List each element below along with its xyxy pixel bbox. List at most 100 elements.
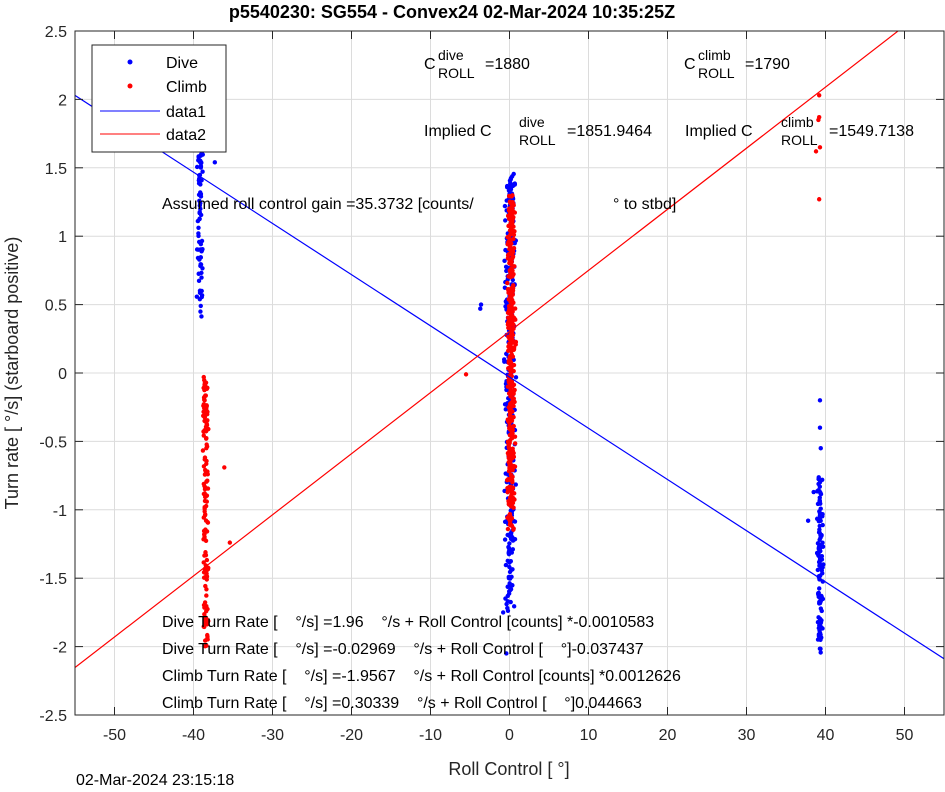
climb-point [512, 264, 516, 268]
dive-point [199, 304, 203, 308]
dive-point [504, 602, 508, 606]
climb-point [506, 451, 510, 455]
dive-point [196, 234, 200, 238]
c-climb-label: C [684, 56, 696, 73]
c-climb-sup: climb [698, 47, 731, 63]
dive-point [503, 218, 507, 222]
dive-point [817, 586, 821, 590]
dive-point [821, 523, 825, 527]
climb-point [205, 469, 209, 473]
climb-point [512, 347, 516, 351]
climb-point [505, 235, 509, 239]
climb-point [816, 118, 820, 122]
x-tick-label: 10 [580, 727, 598, 744]
dive-point [819, 506, 823, 510]
x-tick-label: -20 [340, 727, 363, 744]
dive-point [503, 402, 507, 406]
c-dive-sup: dive [438, 47, 464, 63]
climb-point [507, 252, 511, 256]
x-tick-label: 50 [896, 727, 914, 744]
dive-point [806, 519, 810, 523]
climb-point [509, 200, 513, 204]
dive-point [817, 543, 821, 547]
legend-label-climb: Climb [166, 79, 207, 96]
climb-point [506, 274, 510, 278]
climb-point [817, 197, 821, 201]
dive-point [817, 530, 821, 534]
dive-point [195, 247, 199, 251]
dive-point [199, 153, 203, 157]
legend-marker-climb [128, 84, 133, 89]
dive-point [818, 426, 822, 430]
dive-point [512, 172, 516, 176]
dive-point [816, 568, 820, 572]
c-dive-value: =1880 [485, 56, 530, 73]
c-dive-sub: ROLL [438, 65, 475, 81]
climb-point [204, 429, 208, 433]
climb-point [205, 444, 209, 448]
climb-point [510, 286, 514, 290]
climb-point [222, 465, 226, 469]
dive-point [509, 176, 513, 180]
implied-dive-label: Implied C [424, 123, 492, 140]
climb-point [507, 456, 511, 460]
legend-marker-dive [128, 60, 133, 65]
x-tick-label: 20 [659, 727, 677, 744]
dive-point [200, 170, 204, 174]
climb-point [509, 391, 513, 395]
climb-point [508, 406, 512, 410]
legend-label-dive: Dive [166, 55, 198, 72]
climb-point [511, 301, 515, 305]
dive-point [509, 537, 513, 541]
dive-point [510, 550, 514, 554]
dive-point [197, 257, 201, 261]
climb-point [202, 375, 206, 379]
x-tick-label: -50 [103, 727, 126, 744]
climb-point [204, 593, 208, 597]
dive-point [513, 182, 517, 186]
dive-point [818, 480, 822, 484]
dive-point [505, 185, 509, 189]
climb-point [203, 512, 207, 516]
climb-point [202, 507, 206, 511]
climb-point [508, 258, 512, 262]
dive-point [507, 575, 511, 579]
climb-point [509, 296, 513, 300]
climb-point [506, 366, 510, 370]
climb-point [204, 518, 208, 522]
dive-point [200, 247, 204, 251]
c-dive-label: C [424, 56, 436, 73]
dive-point [197, 272, 201, 276]
climb-point [509, 487, 513, 491]
dive-point [816, 620, 820, 624]
dive-point [817, 548, 821, 552]
dive-point [503, 537, 507, 541]
climb-point [202, 537, 206, 541]
x-tick-label: 0 [505, 727, 514, 744]
climb-point [505, 281, 509, 285]
climb-point [506, 287, 510, 291]
climb-point [509, 452, 513, 456]
climb-point [509, 400, 513, 404]
gain-text-a: Assumed roll control gain =35.3732 [coun… [162, 196, 474, 213]
implied-climb-label: Implied C [685, 123, 753, 140]
timestamp: 02-Mar-2024 23:15:18 [76, 772, 234, 790]
dive-point [508, 181, 512, 185]
climb-point [506, 321, 510, 325]
climb-point [202, 395, 206, 399]
climb-point [202, 492, 206, 496]
climb-point [205, 558, 209, 562]
climb-point [814, 149, 818, 153]
climb-point [506, 419, 510, 423]
dive-point [509, 583, 513, 587]
climb-point [514, 342, 518, 346]
dive-point [195, 294, 199, 298]
dive-point [506, 545, 510, 549]
dive-point [818, 556, 822, 560]
climb-point [204, 436, 208, 440]
climb-point [511, 505, 515, 509]
dive-point [819, 606, 823, 610]
climb-point [202, 464, 206, 468]
dive-point [811, 490, 815, 494]
